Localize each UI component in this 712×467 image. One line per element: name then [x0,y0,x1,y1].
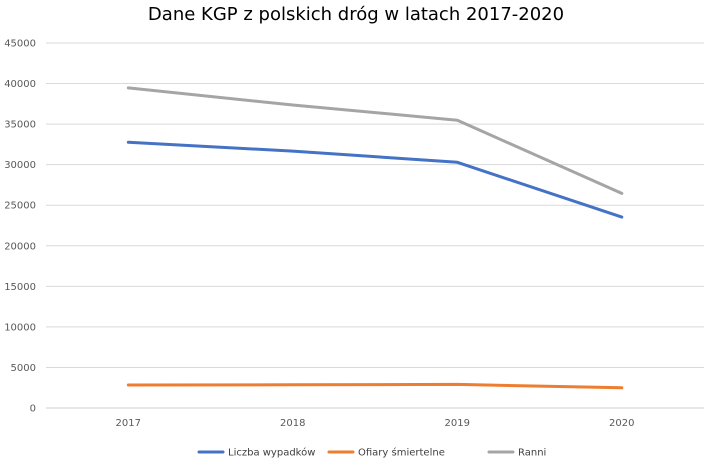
y-tick-label: 20000 [4,241,36,252]
grid-lines [46,42,704,409]
series-line-0 [126,140,624,219]
y-tick-label: 25000 [4,201,36,212]
y-tick-label: 10000 [4,322,36,333]
series-line-2 [126,86,624,195]
y-axis-ticks: 0 5000 10000 15000 20000 25000 30000 35000 40000… [4,39,36,415]
y-tick-label: 45000 [4,39,36,50]
legend: Liczba wypadków Ofiary śmiertelne Ranni [197,447,546,459]
x-tick-label: 2018 [280,418,305,429]
y-tick-label: 40000 [4,79,36,90]
legend-label: Ranni [518,448,546,459]
y-tick-label: 5000 [11,363,36,374]
x-tick-label: 2019 [445,418,470,429]
y-tick-label: 30000 [4,160,36,171]
y-tick-label: 15000 [4,282,36,293]
legend-label: Liczba wypadków [228,447,315,459]
x-tick-label: 2020 [609,418,634,429]
x-tick-label: 2017 [116,418,141,429]
series-lines [126,86,624,390]
y-tick-label: 0 [30,404,36,415]
series-line-1 [126,382,624,390]
y-tick-label: 35000 [4,120,36,131]
x-axis-ticks: 2017 2018 2019 2020 [116,418,635,429]
legend-label: Ofiary śmiertelne [358,447,445,459]
chart-title: Dane KGP z polskich dróg w latach 2017-2… [148,4,564,25]
